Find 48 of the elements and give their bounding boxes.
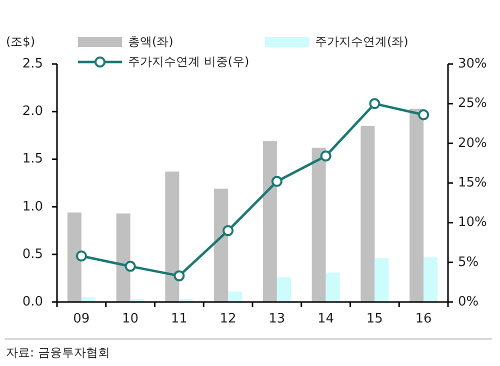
x-tick-label: 15 <box>366 312 383 327</box>
bar <box>424 257 438 302</box>
legend-label: 총액(좌) <box>128 34 174 48</box>
bar <box>276 277 291 302</box>
y-tick-label: 1.5 <box>22 152 43 167</box>
x-tick-label: 09 <box>73 312 90 327</box>
legend-label: 주가지수연계(좌) <box>315 34 408 48</box>
y-tick-label: 2.0 <box>22 104 43 120</box>
point <box>418 109 430 120</box>
point <box>271 176 282 187</box>
bar <box>81 297 96 302</box>
y2-tick-label: 15% <box>458 176 487 191</box>
y2-tick-label: 5% <box>458 254 479 270</box>
x-tick-label: 10 <box>122 312 139 327</box>
y-axis-title: (조$) <box>6 34 35 48</box>
x-tick-label: 12 <box>220 312 236 327</box>
y-tick-label: 0.0 <box>22 294 43 310</box>
point <box>369 98 380 110</box>
point <box>222 225 234 236</box>
bar <box>374 258 389 302</box>
bar <box>312 148 326 302</box>
point <box>320 150 332 162</box>
bar <box>262 141 277 302</box>
y-tick-label: 2.5 <box>22 56 43 72</box>
x-tick-label: 13 <box>268 312 286 327</box>
point <box>76 250 87 262</box>
y-tick-label: 0.5 <box>22 246 43 262</box>
bar <box>165 172 180 302</box>
text: 자료: 금융투자협회 <box>6 345 110 360</box>
bar <box>214 188 228 302</box>
bar <box>67 212 82 302</box>
bar <box>326 272 340 302</box>
y2-tick-label: 30% <box>458 56 487 72</box>
bar <box>228 292 242 302</box>
x-tick-label: 14 <box>318 312 334 327</box>
y2-tick-label: 25% <box>458 96 487 112</box>
x-tick-label: 11 <box>170 312 188 327</box>
y2-tick-label: 20% <box>458 136 487 151</box>
point <box>124 260 136 272</box>
bar <box>410 108 424 302</box>
legend-label: 주가지수연계 비중(우) <box>128 54 250 68</box>
x-tick-label: 16 <box>415 312 432 327</box>
bar <box>360 126 375 302</box>
bar <box>116 213 130 302</box>
y-tick-label: 1.0 <box>22 199 43 214</box>
y2-tick-label: 10% <box>458 215 487 230</box>
y2-tick-label: 0% <box>458 294 479 310</box>
point <box>174 270 185 282</box>
